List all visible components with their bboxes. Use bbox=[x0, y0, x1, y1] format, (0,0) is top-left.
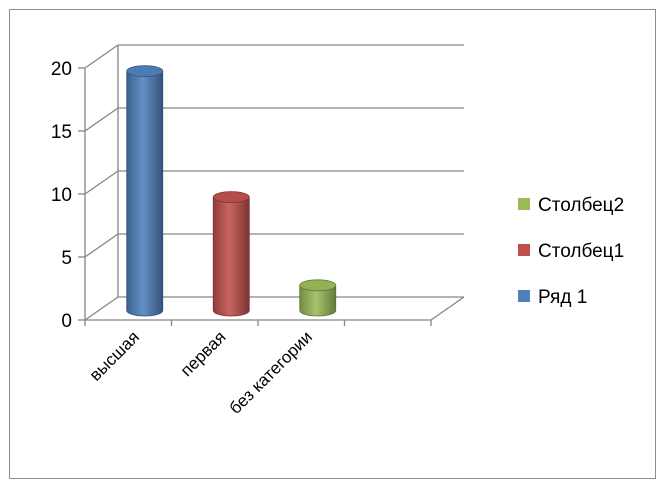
gridline-side bbox=[84, 44, 119, 69]
bar-top bbox=[299, 279, 337, 292]
bar bbox=[299, 279, 337, 317]
legend-item: Столбец1 bbox=[518, 241, 624, 262]
bar-top bbox=[212, 191, 250, 204]
gridline-side bbox=[84, 296, 119, 321]
legend-label: Ряд 1 bbox=[538, 287, 587, 308]
gridline-side bbox=[84, 170, 119, 195]
gridline-side bbox=[84, 107, 119, 132]
y-tick-label: 15 bbox=[51, 122, 72, 143]
legend: Столбец2 Столбец1 Ряд 1 bbox=[518, 195, 624, 308]
chart-frame bbox=[9, 9, 656, 479]
y-tick-label: 5 bbox=[61, 248, 72, 269]
x-tick-label: без категории bbox=[226, 327, 316, 417]
grid-layer bbox=[78, 44, 465, 326]
legend-item: Столбец2 bbox=[518, 195, 624, 216]
y-tick-label: 0 bbox=[61, 311, 72, 332]
bar-top bbox=[126, 65, 164, 77]
legend-swatch bbox=[518, 290, 530, 302]
bar bbox=[212, 191, 250, 317]
legend-label: Столбец2 bbox=[538, 195, 624, 216]
floor-right-edge bbox=[430, 296, 465, 321]
x-tick-label: высшая bbox=[86, 327, 143, 384]
legend-swatch bbox=[518, 244, 530, 256]
y-tick-label: 10 bbox=[51, 185, 72, 206]
bar-body bbox=[212, 196, 250, 317]
bar-body bbox=[299, 284, 337, 317]
legend-swatch bbox=[518, 198, 530, 210]
legend-label: Столбец1 bbox=[538, 241, 624, 262]
legend-item: Ряд 1 bbox=[518, 287, 587, 308]
x-tick-label: первая bbox=[177, 327, 230, 380]
bar-body bbox=[126, 70, 164, 317]
bar bbox=[126, 65, 164, 317]
gridline-side bbox=[84, 233, 119, 258]
y-tick-label: 20 bbox=[51, 59, 72, 80]
bar-layer bbox=[126, 65, 337, 317]
